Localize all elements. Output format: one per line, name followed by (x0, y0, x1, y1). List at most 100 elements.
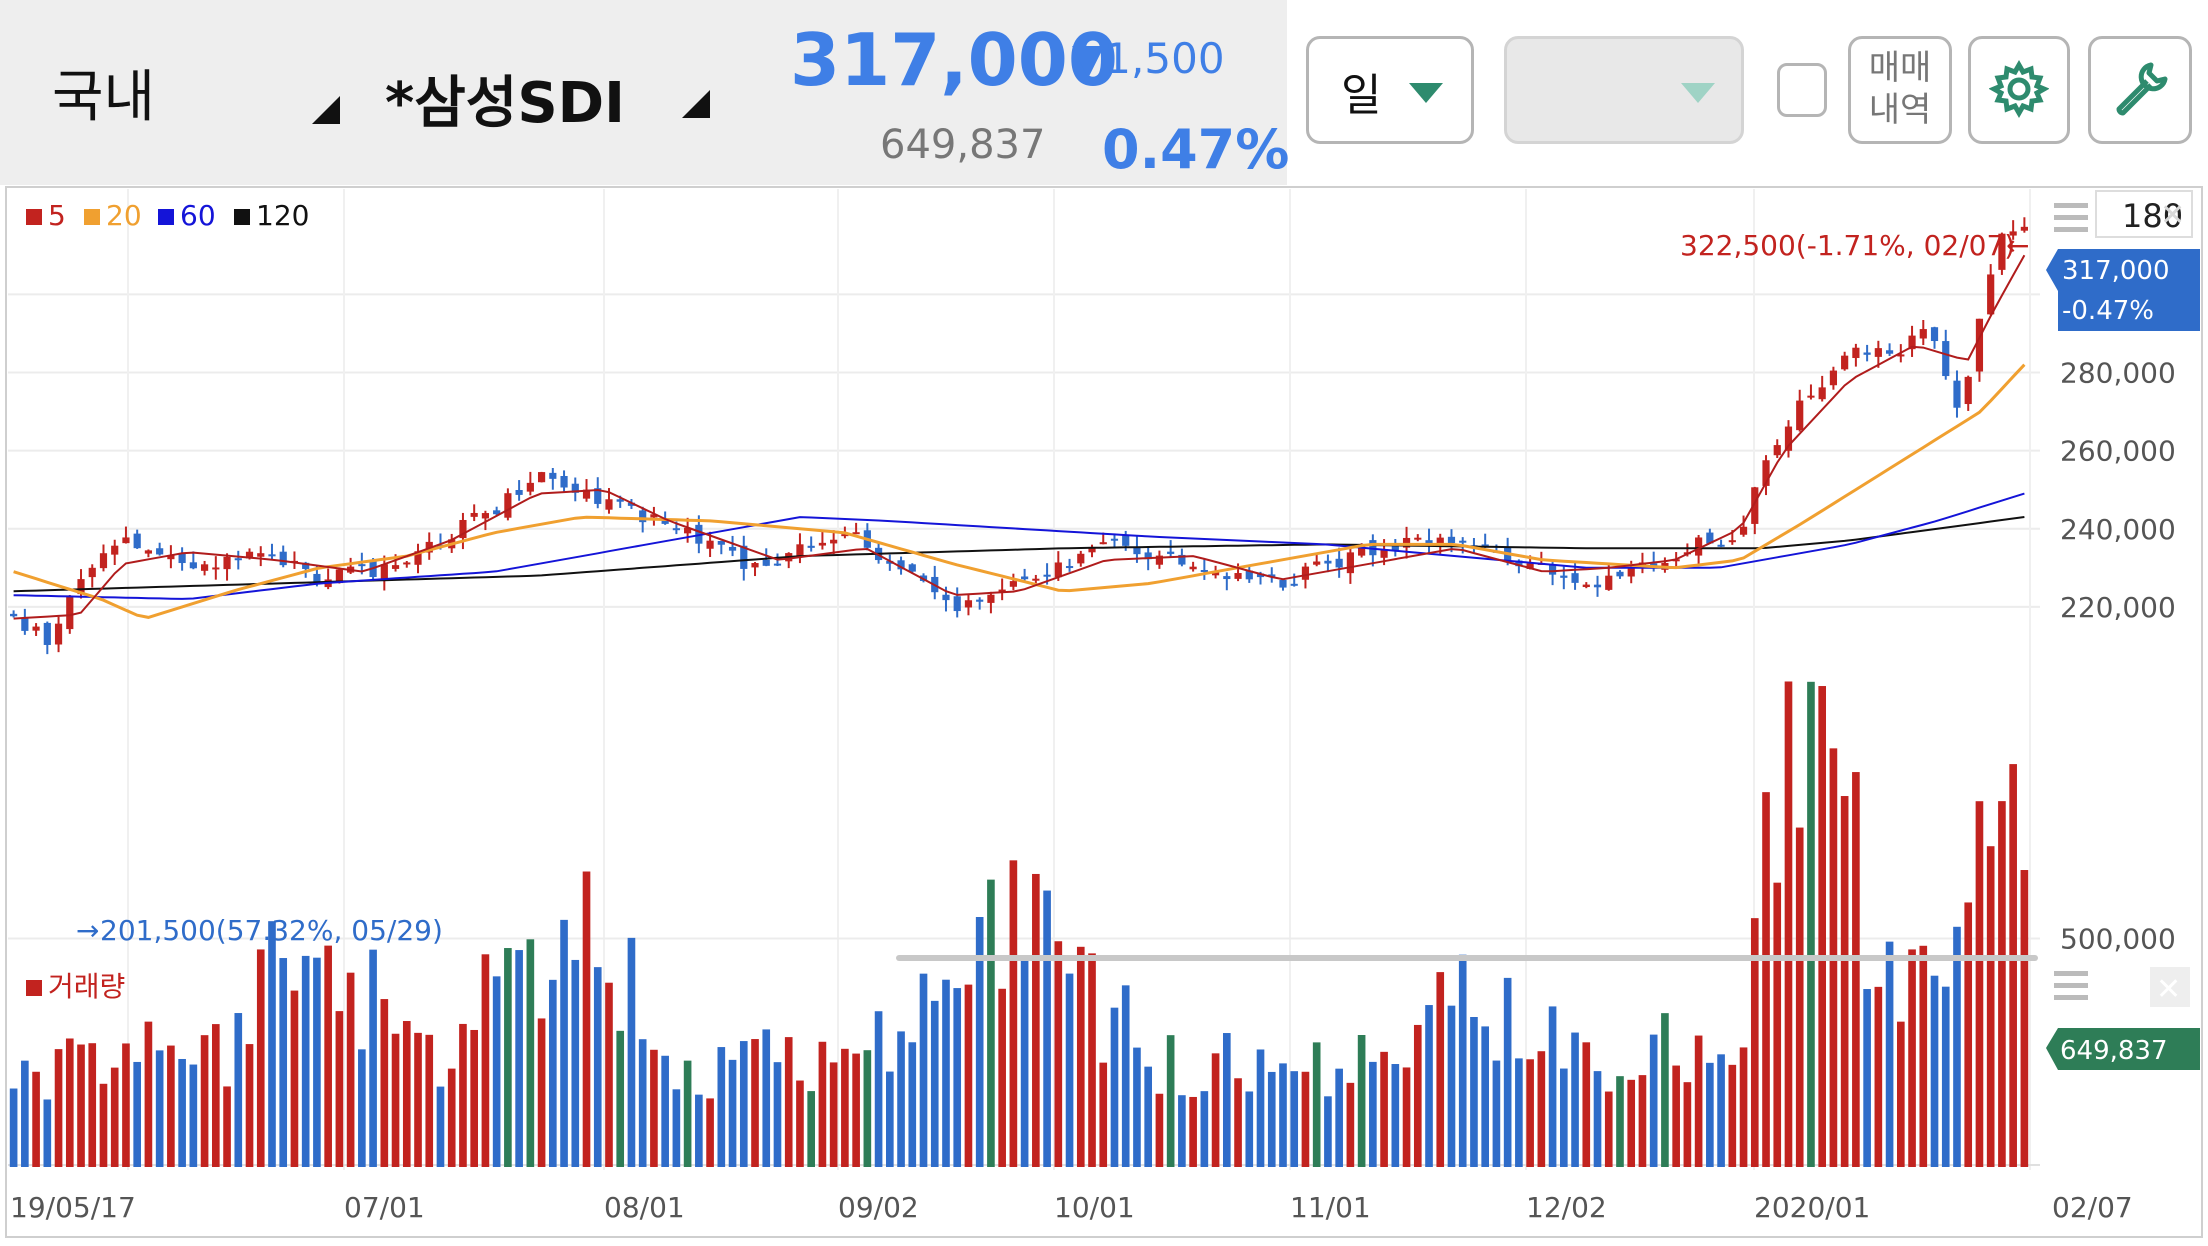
volume-bar (1200, 1091, 1209, 1167)
volume-bar (1492, 1060, 1501, 1167)
candle (1728, 540, 1736, 543)
menu-icon[interactable] (2054, 203, 2088, 232)
volume-bar (987, 879, 995, 1167)
candle (1874, 348, 1882, 357)
candle (1065, 566, 1074, 569)
candle (1762, 460, 1770, 486)
volume-bar (21, 1060, 29, 1167)
market-selector[interactable]: 국내 (52, 65, 156, 130)
volume-bar (324, 945, 332, 1167)
volume-bar (1515, 1058, 1523, 1167)
candle (594, 488, 602, 504)
candle (1043, 574, 1051, 577)
volume-bar (1604, 1091, 1613, 1167)
candle (1784, 426, 1793, 451)
volume-bar (1559, 1068, 1568, 1167)
volume-bar (841, 1048, 849, 1167)
volume-bar (1211, 1053, 1220, 1167)
volume-menu-icon[interactable] (2054, 971, 2088, 1000)
volume-bar (1043, 890, 1051, 1167)
volume-bar (1526, 1059, 1534, 1167)
volume-bar (807, 1091, 816, 1167)
candle (571, 483, 579, 493)
indicator-select[interactable] (1504, 36, 1744, 144)
compare-checkbox[interactable] (1777, 63, 1827, 117)
volume-bar (414, 1032, 422, 1167)
candle (661, 518, 669, 524)
volume-bar (133, 1061, 142, 1167)
period-select[interactable]: 일 (1306, 36, 1474, 144)
candle (1301, 566, 1310, 580)
ma20-line (13, 363, 2026, 619)
arrow-left-icon: ← (2006, 229, 2029, 262)
candle (796, 544, 804, 558)
volume-bar (1335, 1068, 1343, 1167)
candle (1223, 576, 1231, 580)
volume-bar (1166, 1035, 1175, 1167)
candle (313, 573, 321, 585)
market-dropdown-icon[interactable] (312, 96, 340, 124)
candle (1335, 558, 1343, 568)
volume-bar (1908, 949, 1916, 1167)
arrow-right-icon: → (76, 914, 99, 947)
candle (1099, 542, 1107, 545)
candle (684, 527, 692, 534)
volume-bar (144, 1021, 153, 1167)
stock-dropdown-icon[interactable] (682, 90, 710, 118)
volume-bar (706, 1098, 714, 1167)
count-box[interactable] (2095, 190, 2193, 238)
volume-bar (358, 1049, 366, 1167)
volume-bar (818, 1041, 827, 1167)
candle (189, 562, 197, 569)
horizontal-scrollbar[interactable] (896, 955, 2038, 961)
volume-bar (1369, 1061, 1377, 1167)
volume-bar (1694, 1035, 1703, 1167)
volume-bar (975, 917, 984, 1167)
legend-ma20: 20 (106, 199, 142, 232)
volume-bar (1144, 1066, 1153, 1167)
candle (1290, 583, 1298, 586)
volume-bar (223, 1086, 231, 1167)
candle (1942, 341, 1950, 377)
volume-bar (1818, 686, 1827, 1167)
tools-button[interactable] (2088, 36, 2192, 144)
settings-button[interactable] (1968, 36, 2070, 144)
candle (10, 613, 18, 617)
stock-name[interactable]: *삼성SDI (385, 71, 625, 136)
volume-bar (717, 1047, 726, 1167)
volume-bar (9, 1088, 18, 1167)
candle (897, 560, 905, 570)
x-tick-label: 07/01 (344, 1191, 425, 1224)
candle (818, 542, 827, 546)
volume-bar (1762, 792, 1770, 1167)
candle (537, 472, 546, 483)
volume-bar (1178, 1095, 1186, 1167)
candle (66, 595, 74, 630)
candle (1605, 575, 1613, 590)
chart-area[interactable]: 220,000240,000260,000280,000300,00019/05… (0, 185, 2208, 1242)
volume-bar (1088, 953, 1096, 1167)
volume-bar (1930, 975, 1939, 1167)
legend-ma5-swatch (26, 209, 42, 225)
legend-ma5: 5 (48, 199, 66, 232)
stock-chart[interactable]: 220,000240,000260,000280,000300,00019/05… (0, 185, 2208, 1242)
candle (1593, 584, 1602, 588)
volume-bar (1627, 1079, 1636, 1167)
candle (234, 558, 242, 561)
trade-history-button[interactable]: 매매 내역 (1848, 36, 1952, 144)
volume-bar (1998, 801, 2006, 1167)
volume-bar (1470, 1016, 1478, 1167)
candle (1616, 571, 1624, 577)
candle (1953, 380, 1961, 408)
volume-bar (32, 1071, 40, 1167)
candle (1436, 537, 1444, 545)
x-tick-label: 11/01 (1290, 1191, 1371, 1224)
candle (481, 513, 490, 519)
volume-bar (515, 950, 523, 1167)
volume-close-icon[interactable]: ✕ (2150, 967, 2190, 1007)
candle (88, 567, 96, 578)
volume-bar (930, 1000, 939, 1167)
close-icon[interactable]: ✕ (2160, 198, 2185, 233)
volume-bar (526, 939, 535, 1167)
candle (1032, 578, 1040, 581)
